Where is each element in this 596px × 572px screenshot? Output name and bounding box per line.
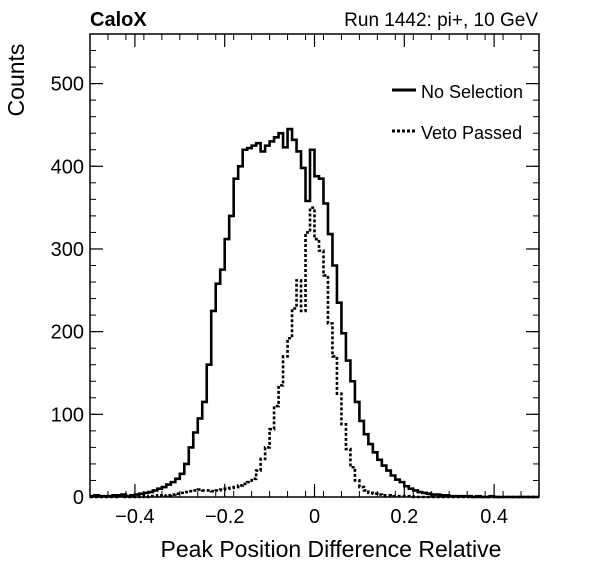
axes-layer: −0.4 −0.2 0 0.2 0.4 0 100 200 300 400 500 [51,33,540,528]
x-tick-label: −0.2 [205,506,244,528]
y-tick-label: 100 [51,404,84,426]
series-veto-passed [90,206,539,499]
y-tick-label: 500 [51,74,84,96]
y-tick-label: 200 [51,322,84,344]
x-axis-title: Peak Position Difference Relative [161,536,502,562]
plot-frame [89,33,540,498]
y-tick-label: 0 [73,487,84,509]
series-no-selection [90,127,539,499]
x-tick-label: 0.2 [390,506,418,528]
run-info-label: Run 1442: pi+, 10 GeV [344,10,538,31]
y-tick-label: 400 [51,156,84,178]
x-tick-label: −0.4 [115,506,154,528]
x-tick-label: 0.4 [480,506,508,528]
experiment-label: CaloX [90,9,147,31]
data-layer [90,127,539,499]
x-tick-label: 0 [309,506,320,528]
legend: No Selection Veto Passed [392,82,523,143]
legend-label-veto-passed: Veto Passed [421,123,522,143]
y-axis-title: Counts [3,44,29,117]
legend-label-no-selection: No Selection [421,82,523,102]
y-tick-label: 300 [51,239,84,261]
